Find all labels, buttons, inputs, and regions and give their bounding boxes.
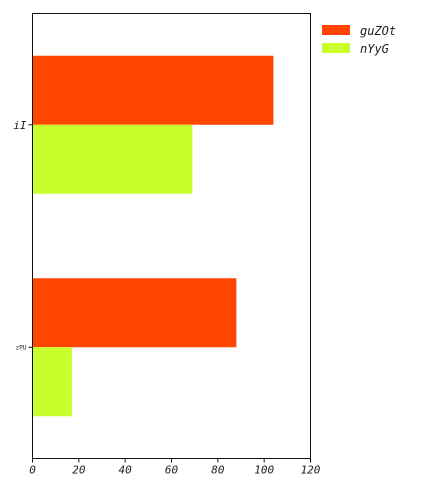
- legend-label-nYyG: nYyG: [360, 42, 389, 56]
- bars-group: [32, 55, 274, 417]
- bar-nYyG-iI: [32, 124, 193, 194]
- x-tick-label: 100: [254, 464, 274, 477]
- x-tick-label: 120: [301, 464, 321, 477]
- x-axis-ticks: 0 20 40 60 80 100 120: [29, 458, 321, 477]
- bar-guZOt-zPU: [32, 278, 237, 348]
- x-tick-label: 80: [211, 464, 225, 477]
- x-tick-label: 60: [165, 464, 179, 477]
- bar-guZOt-iI: [32, 55, 274, 125]
- y-axis-ticks: iI zPU: [13, 119, 33, 351]
- legend: guZOt nYyG: [322, 24, 396, 56]
- legend-swatch-guZOt: [322, 25, 350, 35]
- legend-swatch-nYyG: [322, 43, 350, 53]
- y-tick-label: zPU: [16, 344, 27, 351]
- x-tick-label: 20: [72, 464, 86, 477]
- x-tick-label: 40: [119, 464, 133, 477]
- bar-nYyG-zPU: [32, 347, 72, 417]
- y-tick-label: iI: [13, 119, 27, 132]
- legend-label-guZOt: guZOt: [360, 24, 396, 38]
- x-tick-label: 0: [29, 464, 36, 477]
